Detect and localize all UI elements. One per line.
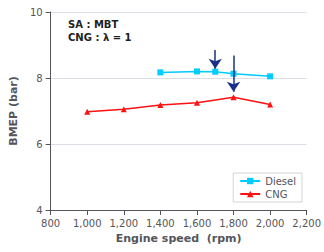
svg-text:1,400: 1,400: [146, 218, 175, 229]
svg-text:BMEP (bar): BMEP (bar): [7, 76, 20, 146]
svg-text:Engine speed (rpm): Engine speed (rpm): [116, 232, 242, 245]
svg-text:Diesel: Diesel: [265, 176, 296, 187]
svg-text:1,000: 1,000: [73, 218, 102, 229]
svg-text:1,800: 1,800: [219, 218, 248, 229]
svg-text:1,600: 1,600: [183, 218, 212, 229]
svg-text:4: 4: [36, 205, 42, 216]
svg-text:8: 8: [36, 73, 42, 84]
svg-text:CNG: CNG: [265, 189, 287, 200]
svg-text:800: 800: [41, 218, 60, 229]
svg-text:10: 10: [30, 7, 43, 18]
svg-text:2,200: 2,200: [292, 218, 321, 229]
svg-text:2,000: 2,000: [256, 218, 285, 229]
svg-text:CNG : λ = 1: CNG : λ = 1: [68, 32, 132, 43]
svg-text:6: 6: [36, 139, 42, 150]
svg-text:SA : MBT: SA : MBT: [68, 19, 118, 30]
svg-text:1,200: 1,200: [109, 218, 138, 229]
